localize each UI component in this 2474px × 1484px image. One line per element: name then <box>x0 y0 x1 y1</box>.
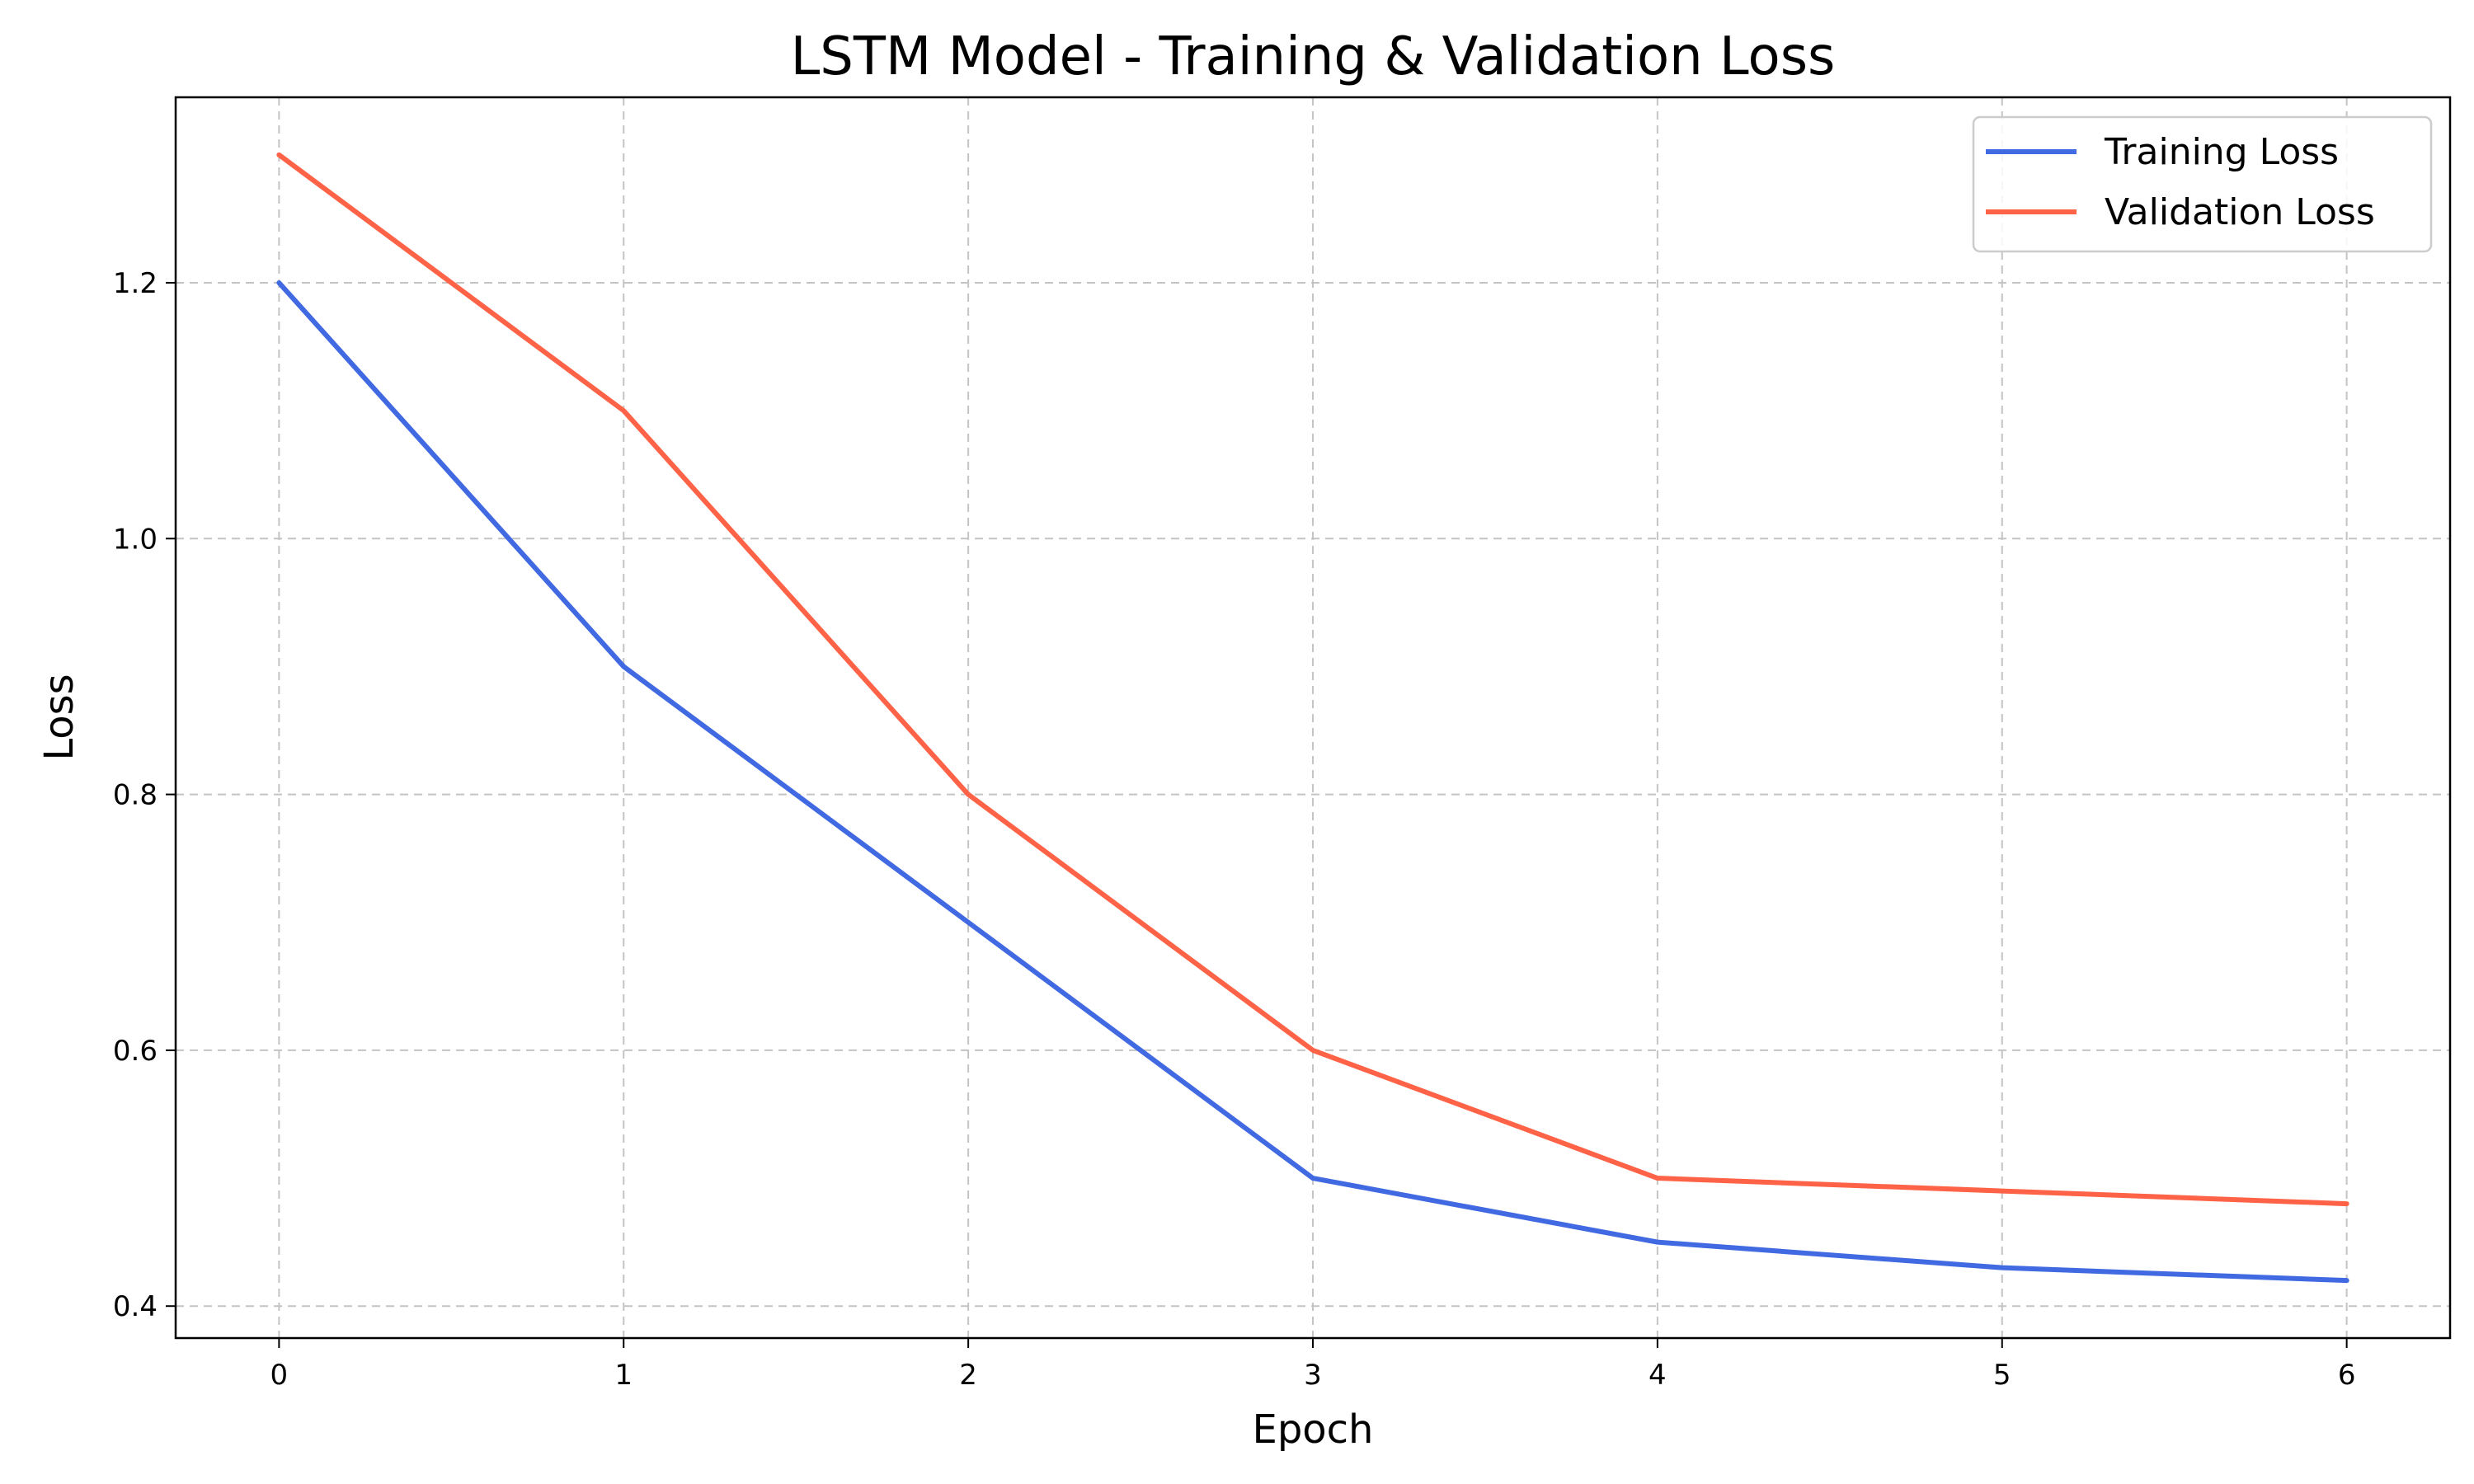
axis-ticks: 0 1 2 3 4 5 6 0.4 0.6 0.8 1.0 1.2 <box>113 267 2356 1392</box>
y-tick-label: 0.8 <box>113 779 158 812</box>
x-axis-label: Epoch <box>1253 1407 1374 1453</box>
x-tick-label: 0 <box>270 1359 289 1392</box>
series-lines <box>276 152 2349 1284</box>
grid-lines <box>176 97 2450 1338</box>
y-axis-label: Loss <box>36 674 82 760</box>
legend: Training Loss Validation Loss <box>1972 115 2433 253</box>
x-tick-label: 6 <box>2338 1359 2356 1392</box>
legend-label-validation-loss: Validation Loss <box>2105 191 2375 233</box>
x-tick-label: 4 <box>1649 1359 1667 1392</box>
y-tick-label: 0.6 <box>113 1035 158 1068</box>
y-tick-label: 0.4 <box>113 1290 158 1323</box>
y-tick-label: 1.2 <box>113 267 158 300</box>
series-line-training-loss <box>276 279 2349 1284</box>
y-tick-label: 1.0 <box>113 523 158 556</box>
chart-title: LSTM Model - Training & Validation Loss <box>791 26 1836 87</box>
legend-box <box>1972 115 2433 253</box>
x-tick-label: 5 <box>1993 1359 2011 1392</box>
x-tick-label: 2 <box>959 1359 977 1392</box>
legend-label-training-loss: Training Loss <box>2104 131 2339 173</box>
x-tick-label: 3 <box>1304 1359 1322 1392</box>
x-tick-label: 1 <box>614 1359 633 1392</box>
